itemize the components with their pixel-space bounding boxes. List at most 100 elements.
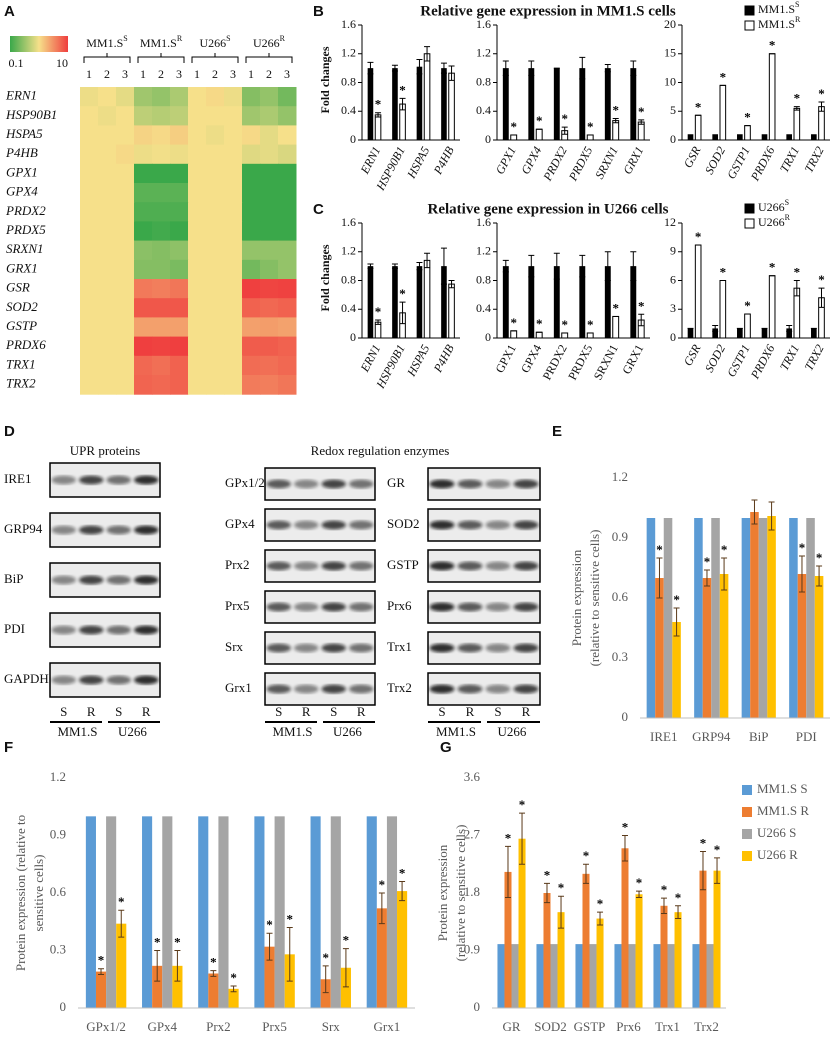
heatmap-cell [170,375,189,395]
bar [604,68,611,140]
blot-band [485,520,511,530]
legend-label: U266 R [757,847,798,862]
cell-line-label: MM1.S [57,724,97,739]
heatmap-cell [152,221,171,242]
bar [340,967,351,1008]
blot-band [106,625,131,635]
replicate-label: 1 [140,67,146,81]
heatmap-cell [206,163,225,184]
heatmap-cell [170,336,189,357]
heatmap-cell [152,125,171,146]
blot-band [349,561,374,571]
heatmap-cell [206,336,225,357]
error-bar [638,119,645,125]
heatmap-cell [188,336,207,357]
heatmap-cell [278,163,297,184]
heatmap-cell [116,144,135,165]
blot-band [349,602,374,612]
error-bar [630,60,637,76]
heatmap-cell [278,125,297,146]
significance-mark: * [700,835,707,850]
heatmap-cell [260,202,279,222]
error-bar [816,565,823,587]
y-tick-label: 0.4 [341,103,356,117]
legend-swatch [742,829,752,839]
colorbar-label: 0.1 [9,56,24,70]
x-tick-label: SOD2 [534,1019,567,1034]
bar [528,266,535,338]
bar [579,266,586,338]
lane-label: S [330,704,337,719]
blot-band [266,479,291,489]
error-bar [630,251,637,281]
heatmap-cell [278,279,297,299]
heatmap-cell [260,221,279,242]
significance-mark: * [622,819,629,834]
bar [208,973,219,1008]
lane-label: R [466,704,475,719]
heatmap-cell [170,144,189,165]
bar [497,944,505,1008]
significance-mark: * [322,950,329,965]
error-bar [118,909,125,938]
error-bar [502,259,509,273]
error-bar [818,101,825,112]
blot-band [106,675,131,685]
lane-label: S [438,704,445,719]
bar [448,72,455,141]
significance-mark: * [544,867,551,882]
heatmap-cell [206,375,225,395]
blot-band [79,525,104,535]
bar [310,816,321,1008]
error-bar [399,881,406,902]
heatmap-cell [188,144,207,165]
bar [614,944,622,1008]
x-tick-label: Trx1 [655,1019,680,1034]
significance-mark: * [597,896,604,911]
x-tick-label: TRX1 [777,342,802,373]
blot-band [321,561,346,571]
heatmap-cell [98,355,117,376]
heatmap-cell [170,317,189,338]
y-tick-label: 0 [670,330,676,344]
blot-band [457,643,483,653]
bar [416,266,423,338]
heatmap-cell [206,87,225,107]
significance-mark: * [794,264,801,279]
blot-label: GPx4 [225,516,255,531]
significance-mark: * [675,890,682,905]
bar [706,944,714,1008]
bar [628,944,636,1008]
y-tick-label: 0.8 [341,272,356,286]
y-axis-label: sensitive cells) [31,855,46,932]
bar [142,816,153,1008]
significance-mark: * [744,110,751,125]
legend-label: MM1.SR [758,15,801,30]
bar [702,578,712,718]
blot-band [321,520,346,530]
heatmap-cell [260,144,279,165]
group-bracket [83,53,131,63]
bar [374,114,382,141]
x-tick-label: P4HB [430,342,457,376]
heatmap-cell [170,240,189,261]
bar [397,891,408,1008]
error-bar [230,985,237,993]
bar [575,944,583,1008]
blot-band [349,643,374,653]
heatmap-cell [278,336,297,357]
error-bar [561,126,568,135]
heatmap-cell [80,279,99,299]
legend-swatch [742,807,752,817]
column-group-label-main: U266 [253,36,280,50]
replicate-label: 3 [176,67,182,81]
blot-band [429,684,455,694]
significance-mark: * [587,119,594,134]
bar [761,328,768,338]
heatmap-cell [206,355,225,376]
x-tick-label: GR [502,1019,520,1034]
error-bar [604,251,611,281]
heatmap-cell [116,87,135,107]
heatmap-cell [80,144,99,165]
significance-mark: * [818,86,825,101]
